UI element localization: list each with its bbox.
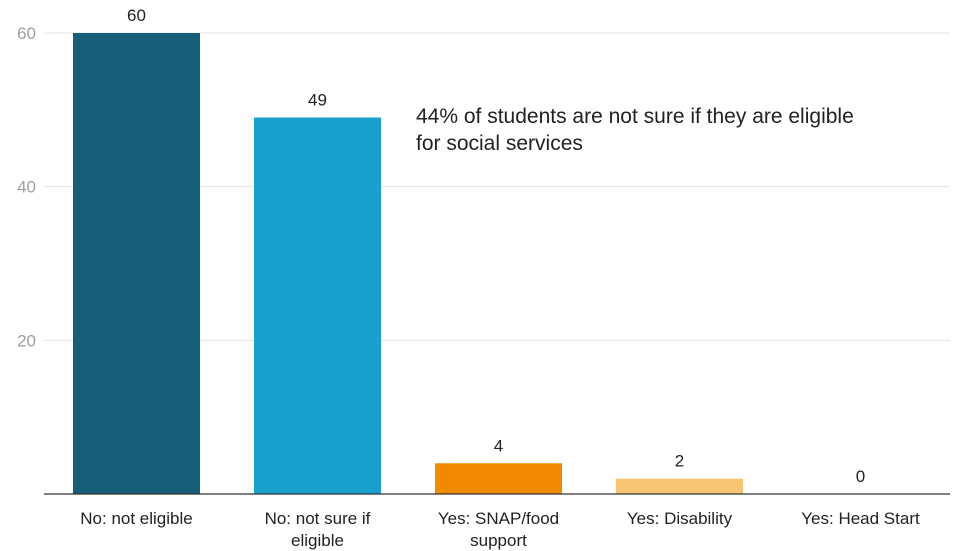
x-tick-label: Yes: Head Start xyxy=(801,509,920,528)
bar xyxy=(73,33,200,494)
data-label: 4 xyxy=(494,436,503,455)
bar xyxy=(435,463,562,494)
bar xyxy=(254,117,381,495)
x-tick-label: No: not sure if eligible xyxy=(265,509,371,550)
y-tick-label: 20 xyxy=(17,331,36,350)
y-tick-label: 40 xyxy=(17,178,36,197)
data-label: 2 xyxy=(675,452,684,471)
bars xyxy=(73,33,743,495)
data-label: 0 xyxy=(856,467,865,486)
x-tick-label: Yes: SNAP/food support xyxy=(438,509,559,550)
bar xyxy=(616,478,743,494)
data-label: 49 xyxy=(308,91,327,110)
annotation-text: 44% of students are not sure if they are… xyxy=(416,105,854,155)
y-axis-ticks: 20 40 60 xyxy=(17,24,36,350)
x-tick-label: Yes: Disability xyxy=(627,509,733,528)
x-axis-ticks: No: not eligible No: not sure if eligible Y… xyxy=(80,509,920,550)
data-labels: 60 49 4 2 0 xyxy=(127,6,865,486)
data-label: 60 xyxy=(127,6,146,25)
y-tick-label: 60 xyxy=(17,24,36,43)
x-tick-label: No: not eligible xyxy=(80,509,192,528)
